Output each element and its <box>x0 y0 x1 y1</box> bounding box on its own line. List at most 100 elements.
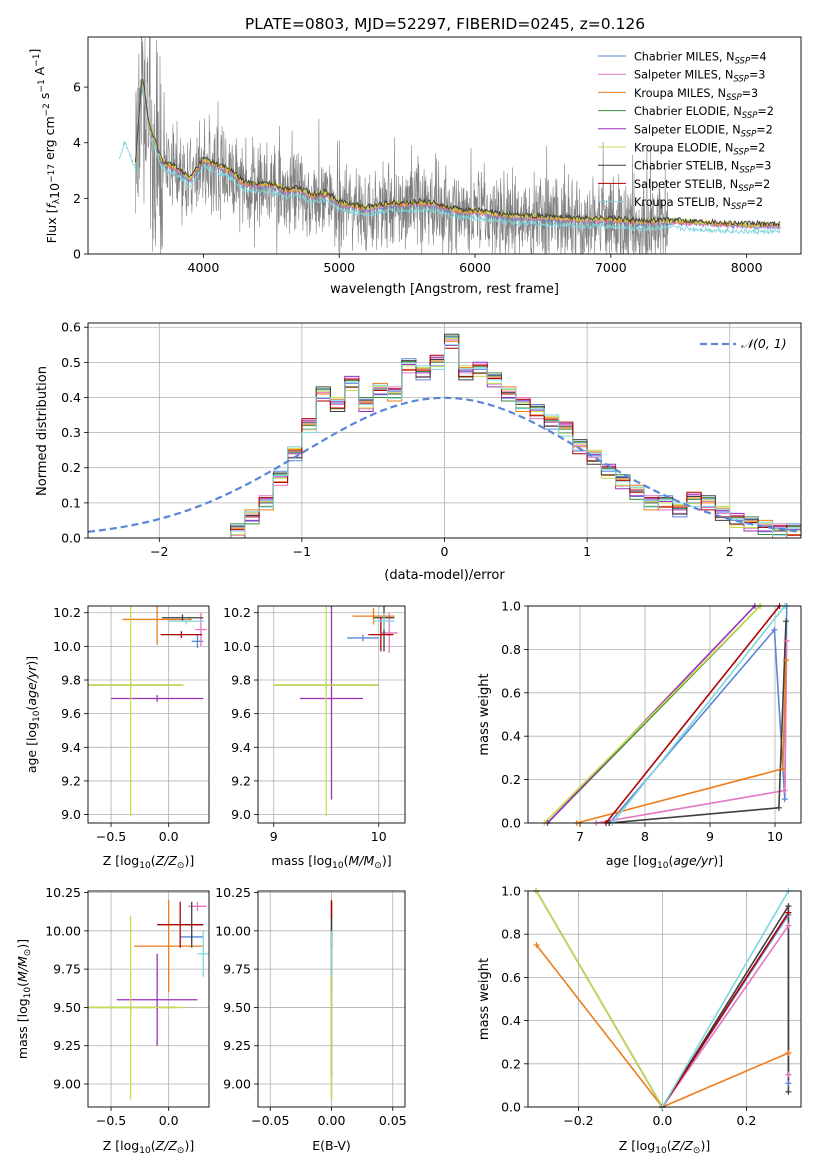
legend-entry-base: Chabrier ELODIE, N <box>634 105 742 118</box>
x-axis-label-part: 10 <box>139 1146 151 1156</box>
mass-weight-marker-chabrier-stelib <box>785 1088 792 1095</box>
y-tick-label: 0.0 <box>501 1100 521 1115</box>
axes-frame <box>87 605 210 824</box>
x-axis-label-part: )] <box>184 853 194 868</box>
mass-weight-vs-age-panel: 7 8 9 10 0.0 0.2 0.4 0.6 0.8 1.0 mass weight age [l… <box>477 599 802 871</box>
y-axis-label-part: ] <box>27 49 42 54</box>
x-tick-label: 0 <box>441 544 449 559</box>
y-axis-label-part: M/M <box>15 956 30 982</box>
y-tick-label: 9.00 <box>223 1077 251 1092</box>
y-axis-label: Normed distribution <box>35 366 50 496</box>
x-tick-label: −0.5 <box>96 1113 126 1128</box>
y-tick-label: 9.25 <box>223 1038 251 1053</box>
legend-entry-base: Kroupa ELODIE, N <box>634 142 733 155</box>
mass-vs-Z-plot-area <box>88 900 209 1100</box>
y-tick-label: 10.00 <box>215 923 251 938</box>
x-axis-label: wavelength [Angstrom, rest frame] <box>330 282 559 297</box>
y-tick-label: 2 <box>73 191 81 206</box>
mass-weight-marker-chabrier-stelib <box>775 804 782 811</box>
y-axis-label-part: 10 <box>32 710 42 722</box>
x-axis-label-part: ( <box>151 1138 156 1153</box>
y-tick-label: 10.25 <box>215 885 251 900</box>
mass-weight-marker-chabrier-miles <box>781 796 788 803</box>
residuals-plot-area <box>88 333 801 538</box>
y-tick-label: 9.00 <box>53 1077 81 1092</box>
y-axis-label-part: age/yr <box>24 665 39 706</box>
y-tick-label: 0.8 <box>501 927 521 942</box>
residuals-panel: −2 −1 0 1 2 0.0 0.1 0.2 0.3 0.4 0.5 0.6 (data-model)… <box>35 320 802 583</box>
mass-weight-marker-salpeter-stelib <box>785 909 792 916</box>
x-tick-label: 0.00 <box>318 1113 346 1128</box>
x-tick-label: 0.0 <box>159 1113 179 1128</box>
y-tick-label: 9.4 <box>231 740 251 755</box>
mass-weight-marker-chabrier-miles <box>785 1080 792 1087</box>
mass-weight-marker-salpeter-miles <box>781 787 788 794</box>
axes-frame <box>527 890 802 1108</box>
y-tick-label: 9.4 <box>61 740 81 755</box>
x-tick-label: 1 <box>583 544 591 559</box>
legend-entry: Chabrier STELIB, NSSP=3 <box>634 160 771 176</box>
y-axis-label-part: )] <box>15 939 30 949</box>
y-tick-label: 0.4 <box>501 729 521 744</box>
y-tick-label: 9.6 <box>61 706 81 721</box>
x-axis-label: Z [log10(Z/Z⊙)] <box>103 1138 194 1156</box>
y-axis-label-part: λ <box>52 198 62 204</box>
y-axis-label-part: erg cm <box>42 116 57 164</box>
x-axis-label-part: age [log <box>606 853 657 868</box>
legend-entry-suffix: =2 <box>756 123 773 136</box>
age-vs-Z-plot-area <box>88 606 207 817</box>
mass-weight-line-salpeter-miles <box>596 640 788 823</box>
y-tick-label: 0.0 <box>501 816 521 831</box>
x-tick-label: 9 <box>706 829 714 844</box>
x-axis-label: mass [log10(M/M⊙)] <box>271 853 391 871</box>
y-tick-label: 0.2 <box>501 1056 521 1071</box>
legend-entry: Salpeter ELODIE, NSSP=2 <box>634 123 773 139</box>
x-tick-label: 0.0 <box>159 829 179 844</box>
y-axis-label-part: mass [log <box>15 998 30 1059</box>
legend-entry-suffix: =2 <box>757 105 774 118</box>
model-spectrum-chabrier-stelib <box>135 78 781 228</box>
x-tick-label: 7000 <box>595 260 627 275</box>
x-tick-label: −1 <box>293 544 311 559</box>
x-axis-label-part: ( <box>667 1138 672 1153</box>
x-axis-label-part: 10 <box>139 861 151 871</box>
y-tick-label: 6 <box>73 80 81 95</box>
y-axis-label: age [log10(age/yr)] <box>24 656 42 773</box>
x-axis-label-part: ⊙ <box>177 861 185 871</box>
x-axis-label-part: )] <box>713 853 723 868</box>
mass-weight-marker-kroupa-miles <box>779 765 786 772</box>
y-axis-label-part: ( <box>24 706 39 711</box>
x-tick-label: 0.2 <box>736 1113 756 1128</box>
x-axis-label-part: Z [log <box>103 1138 139 1153</box>
model-spectrum-kroupa-miles <box>135 78 781 229</box>
legend-entry: Kroupa MILES, NSSP=3 <box>634 87 758 103</box>
legend-entry-sub: SSP <box>733 75 749 85</box>
mass-weight-marker-salpeter-miles <box>783 637 790 644</box>
x-axis-label-part: )] <box>382 853 392 868</box>
x-tick-label: 0.05 <box>379 1113 407 1128</box>
x-axis-label: Z [log10(Z/Z⊙)] <box>103 853 194 871</box>
y-tick-label: 1.0 <box>501 884 521 899</box>
age-vs-Z-panel: −0.5 0.09.09.29.49.69.810.010.2Z [log10(Z… <box>24 605 210 871</box>
x-axis-label-part: Z/Z <box>155 853 178 868</box>
histogram-kroupa-stelib <box>216 344 801 538</box>
x-axis-label: Z [log10(Z/Z⊙)] <box>619 1138 710 1156</box>
x-axis-label-part: )] <box>700 1138 710 1153</box>
x-axis-label-part: Z/Z <box>671 1138 694 1153</box>
histogram-kroupa-miles <box>216 340 801 538</box>
y-tick-label: 0.5 <box>61 355 81 370</box>
mass-weight-marker-salpeter-miles <box>785 922 792 929</box>
y-axis-label-part: )] <box>24 656 39 666</box>
x-axis-label-part: 10 <box>332 861 344 871</box>
axes-frame <box>257 890 406 1108</box>
normal-curve-line <box>88 396 801 533</box>
x-axis-label-part: Z [log <box>103 853 139 868</box>
legend-entry-base: Chabrier MILES, N <box>634 51 734 64</box>
observed-spectrum-line <box>135 37 669 254</box>
x-axis-label-part: )] <box>184 1138 194 1153</box>
y-tick-label: 4 <box>73 135 81 150</box>
